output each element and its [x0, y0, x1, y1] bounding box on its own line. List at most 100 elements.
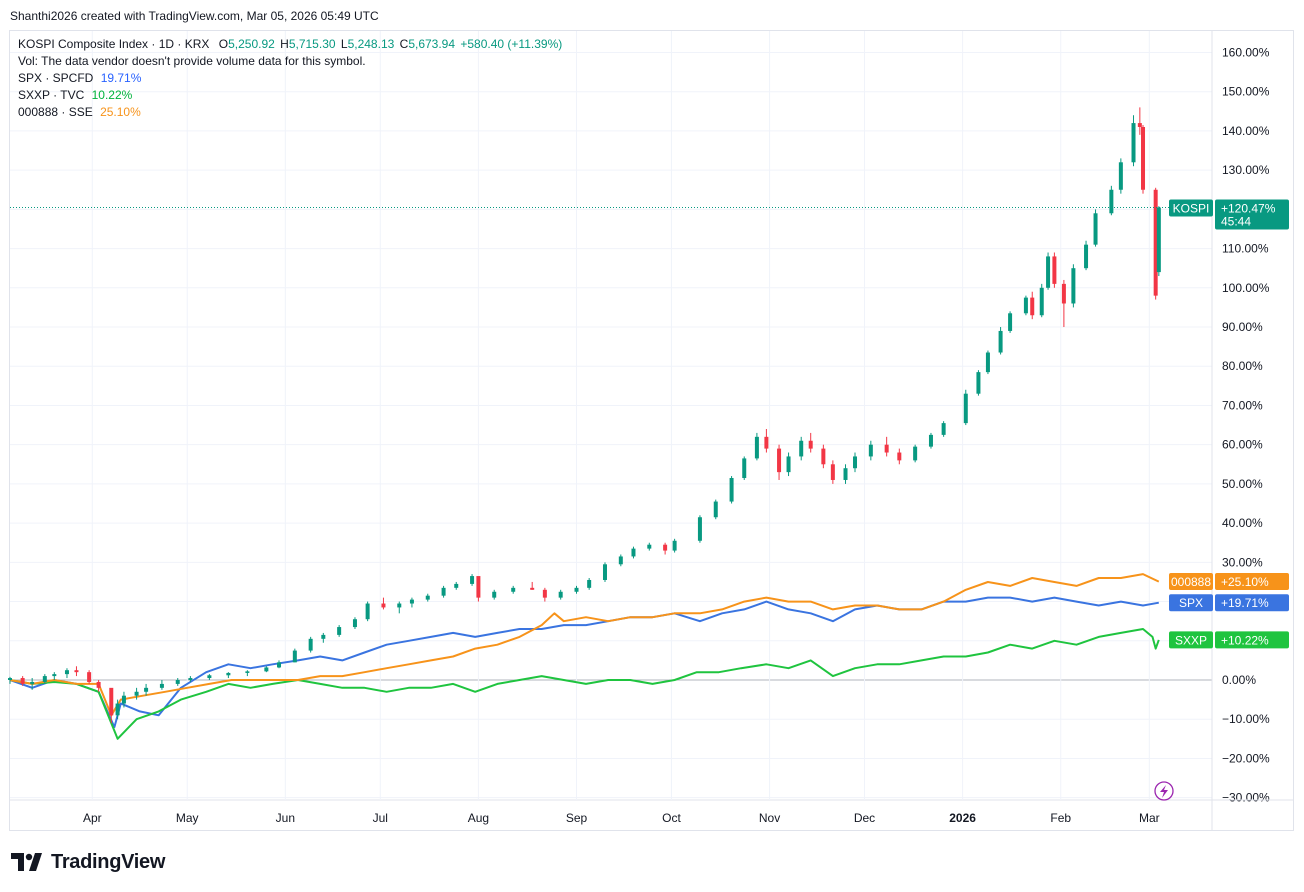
candle-body[interactable] [441, 587, 446, 596]
candle-body[interactable] [843, 468, 848, 480]
candle-body[interactable] [799, 440, 804, 457]
candle-body[interactable] [308, 638, 313, 651]
candle-body[interactable] [821, 448, 826, 465]
series-line-spx[interactable] [9, 596, 1159, 729]
candle-body[interactable] [963, 393, 968, 424]
candle-body[interactable] [1156, 207, 1161, 273]
candle-body[interactable] [1008, 313, 1013, 331]
candle-body[interactable] [754, 436, 759, 459]
candle-body[interactable] [786, 456, 791, 473]
candle-body[interactable] [697, 517, 702, 541]
candle-body[interactable] [631, 548, 636, 557]
candle-body[interactable] [20, 678, 25, 684]
legend-main-row[interactable]: KOSPI Composite Index · 1D · KRX O5,250.… [18, 36, 562, 53]
candle-body[interactable] [381, 603, 386, 608]
candle-body[interactable] [1030, 297, 1035, 316]
candle-body[interactable] [321, 634, 326, 639]
candle-body[interactable] [1118, 162, 1123, 190]
series-name-badge-kospi[interactable] [1169, 199, 1213, 217]
candle-body[interactable] [8, 678, 12, 680]
candle-body[interactable] [998, 330, 1003, 353]
series-value-badge-sxxp[interactable] [1215, 631, 1289, 649]
candle-body[interactable] [663, 544, 668, 551]
candle-body[interactable] [602, 564, 607, 580]
candle-body[interactable] [574, 587, 579, 592]
candle-body[interactable] [530, 587, 535, 590]
candle-body[interactable] [808, 440, 813, 449]
candle-body[interactable] [1046, 256, 1051, 288]
candle-body[interactable] [713, 501, 718, 518]
candle-body[interactable] [409, 599, 414, 604]
series-name-badge-spx[interactable] [1169, 594, 1213, 612]
candle-body[interactable] [87, 672, 92, 682]
candle-body[interactable] [264, 667, 269, 672]
series-line-000888[interactable] [9, 573, 1160, 717]
tradingview-brand[interactable]: TradingView [11, 850, 165, 874]
series-value-badge-kospi[interactable] [1215, 199, 1289, 230]
candle-body[interactable] [352, 619, 357, 628]
series-value-badge-sse[interactable] [1215, 573, 1289, 591]
candle-body[interactable] [618, 556, 623, 565]
candle-body[interactable] [913, 446, 918, 461]
candle-body[interactable] [764, 436, 769, 449]
candle-body[interactable] [134, 691, 139, 696]
candle-body[interactable] [277, 662, 282, 668]
candle-body[interactable] [976, 372, 981, 394]
candle-body[interactable] [175, 680, 180, 684]
candle-body[interactable] [226, 672, 231, 676]
candle-body[interactable] [42, 676, 47, 682]
legend-series-sse[interactable]: 000888 · SSE 25.10% [18, 104, 562, 121]
series-name-badge-sxxp[interactable] [1169, 631, 1213, 649]
candle-body[interactable] [1061, 283, 1066, 304]
candle-body[interactable] [365, 603, 370, 620]
candle-body[interactable] [1109, 189, 1114, 214]
candle-body[interactable] [884, 444, 889, 453]
candle-body[interactable] [30, 681, 35, 684]
candle-body[interactable] [121, 695, 126, 704]
legend-series-spx[interactable]: SPX · SPCFD 19.71% [18, 70, 562, 87]
candle-body[interactable] [587, 579, 592, 588]
candle-body[interactable] [868, 444, 873, 457]
candle-body[interactable] [542, 589, 547, 598]
candle-body[interactable] [1084, 244, 1089, 269]
candle-body[interactable] [777, 448, 782, 473]
candle-body[interactable] [1093, 213, 1098, 245]
candle-body[interactable] [292, 650, 297, 663]
candle-body[interactable] [830, 464, 835, 480]
candle-body[interactable] [397, 603, 402, 608]
candle-body[interactable] [492, 591, 497, 598]
candle-body[interactable] [1023, 297, 1028, 314]
candle-body[interactable] [1071, 268, 1076, 304]
series-value-badge-spx[interactable] [1215, 594, 1289, 612]
candle-body[interactable] [188, 678, 193, 680]
candle-body[interactable] [1052, 256, 1057, 284]
candle-body[interactable] [1153, 189, 1158, 296]
candle-body[interactable] [941, 423, 946, 435]
candle-body[interactable] [729, 478, 734, 502]
candle-body[interactable] [1039, 287, 1044, 316]
candle-body[interactable] [897, 452, 902, 461]
candle-body[interactable] [1137, 123, 1142, 127]
candle-body[interactable] [1131, 123, 1136, 163]
legend-series-sxxp[interactable]: SXXP · TVC 10.22% [18, 87, 562, 104]
candle-body[interactable] [96, 681, 101, 688]
candle-body[interactable] [159, 683, 164, 688]
candle-body[interactable] [985, 352, 990, 373]
candle-body[interactable] [672, 540, 677, 551]
candle-body[interactable] [742, 458, 747, 479]
series-line-sxxp[interactable] [9, 628, 1160, 740]
candle-body[interactable] [144, 687, 149, 692]
chart-frame[interactable] [9, 30, 1294, 831]
candle-body[interactable] [558, 591, 563, 598]
series-name-badge-sse[interactable] [1169, 573, 1213, 591]
candle-body[interactable] [425, 595, 430, 600]
candle-body[interactable] [74, 670, 79, 673]
candle-body[interactable] [337, 627, 342, 635]
candle-body[interactable] [64, 670, 69, 675]
candle-body[interactable] [207, 675, 212, 679]
candle-body[interactable] [470, 576, 475, 584]
candle-body[interactable] [109, 687, 114, 716]
candle-body[interactable] [928, 434, 933, 447]
candle-body[interactable] [511, 587, 516, 592]
